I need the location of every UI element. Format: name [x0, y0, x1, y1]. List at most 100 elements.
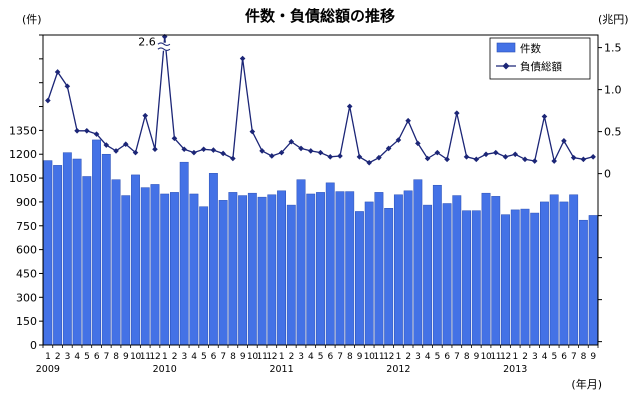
debt-total-point-2009-8	[113, 148, 119, 154]
count-bar-2013-2	[520, 208, 530, 346]
debt-total-point-2010-1	[161, 33, 168, 40]
x-month-label: 3	[181, 352, 186, 362]
count-bar-2011-9	[355, 211, 364, 346]
debt-total-point-2011-2	[288, 138, 295, 145]
debt-total-point-2013-1	[512, 151, 519, 158]
count-bar-2010-8	[228, 192, 238, 346]
debt-total-point-2012-2	[405, 117, 411, 124]
count-bar-2011-6	[325, 182, 335, 346]
debt-total-point-2010-6	[210, 147, 217, 153]
debt-total-point-2011-4	[307, 148, 314, 154]
x-month-label: 8	[113, 352, 119, 362]
x-month-label: 10	[481, 352, 492, 362]
count-bar-2012-5	[432, 184, 442, 346]
x-month-label: 4	[74, 352, 80, 362]
debt-total-point-2010-5	[200, 146, 207, 153]
count-bar-2013-1	[510, 209, 520, 346]
x-month-label: 9	[474, 352, 480, 362]
debt-total-point-2010-3	[181, 146, 187, 153]
count-bar-2012-4	[423, 204, 433, 346]
x-year-label: 2013	[503, 364, 527, 375]
x-month-label: 11	[257, 352, 268, 362]
x-month-label: 7	[220, 352, 225, 362]
y-right-tick-label: 1.0	[604, 84, 622, 97]
debt-total-point-2009-1	[45, 97, 51, 104]
debt-total-point-2012-8	[463, 154, 470, 160]
debt-total-point-2009-7	[103, 142, 110, 148]
debt-total-point-2009-12	[152, 146, 158, 153]
x-month-label: 8	[581, 352, 587, 362]
count-bar-2011-7	[335, 191, 345, 346]
debt-total-point-2009-5	[84, 127, 90, 134]
chart-title: 件数・負債総額の推移	[245, 7, 395, 25]
count-bar-2011-1	[277, 190, 286, 346]
debt-total-point-2010-10	[249, 128, 256, 135]
count-bar-2010-10	[247, 192, 257, 346]
count-bar-2012-11	[491, 196, 501, 346]
count-bar-2012-12	[501, 214, 510, 346]
count-bar-2009-5	[82, 176, 92, 346]
count-bar-2011-3	[296, 179, 306, 346]
x-month-label: 1	[513, 352, 518, 362]
left-axis-unit: (件)	[22, 13, 42, 26]
x-month-label: 5	[318, 352, 323, 362]
x-month-label: 1	[162, 352, 167, 362]
count-bar-2013-5	[549, 194, 559, 346]
x-month-label: 11	[140, 352, 151, 362]
debt-total-point-2010-8	[230, 155, 236, 162]
count-bar-2011-8	[345, 191, 355, 346]
debt-total-point-2011-5	[317, 149, 324, 156]
x-month-label: 2	[405, 352, 410, 362]
y-right-tick-label: 0.5	[604, 126, 622, 139]
count-bar-2013-8	[578, 219, 588, 346]
y-left-tick-label: 300	[16, 291, 37, 304]
x-month-label: 8	[464, 352, 470, 362]
debt-total-point-2012-3	[415, 140, 421, 147]
y-left-tick-label: 450	[16, 267, 37, 280]
count-bar-2013-6	[559, 201, 569, 346]
count-bar-2009-10	[131, 174, 140, 346]
debt-total-point-2010-7	[220, 150, 226, 157]
count-bar-2011-10	[364, 201, 374, 346]
count-bar-2011-12	[384, 208, 394, 346]
debt-total-point-2009-3	[64, 83, 71, 90]
debt-total-point-2009-11	[142, 112, 149, 119]
x-year-label: 2012	[386, 364, 410, 375]
debt-total-point-2009-10	[132, 149, 139, 156]
legend-label-debt: 負債総額	[520, 60, 562, 73]
y-left-tick-label: 1200	[9, 148, 37, 161]
count-bar-2013-7	[569, 194, 579, 346]
x-month-label: 12	[500, 352, 511, 362]
x-year-label: 2009	[36, 364, 60, 375]
x-month-label: 8	[230, 352, 236, 362]
count-bar-2010-4	[189, 193, 199, 346]
count-bar-2013-4	[540, 201, 549, 346]
debt-total-point-2012-10	[483, 151, 489, 158]
x-month-label: 3	[65, 352, 70, 362]
debt-total-point-2012-9	[473, 156, 480, 163]
debt-total-point-2012-5	[434, 149, 441, 156]
value-annotation: 2.6	[138, 36, 156, 49]
y-left-tick-label: 900	[16, 196, 37, 209]
count-bar-2012-3	[413, 179, 423, 346]
debt-total-point-2010-12	[269, 153, 275, 159]
debt-total-point-2009-4	[74, 127, 80, 134]
x-month-label: 7	[104, 352, 109, 362]
x-month-label: 6	[94, 352, 100, 362]
count-bar-2013-3	[530, 212, 540, 346]
x-month-label: 1	[279, 352, 284, 362]
count-bar-2013-9	[588, 215, 598, 346]
axis-break-gap	[157, 42, 170, 51]
y-left-tick-label: 1350	[9, 124, 37, 137]
x-month-label: 7	[337, 352, 342, 362]
count-bar-2010-9	[238, 195, 248, 346]
debt-total-point-2012-7	[454, 110, 460, 116]
x-month-label: 4	[191, 352, 197, 362]
x-month-label: 2	[172, 352, 177, 362]
debt-total-point-2013-5	[551, 158, 557, 164]
x-month-label: 3	[532, 352, 537, 362]
count-bar-2009-3	[62, 152, 72, 346]
x-month-label: 3	[298, 352, 303, 362]
count-bar-2011-4	[306, 193, 316, 346]
